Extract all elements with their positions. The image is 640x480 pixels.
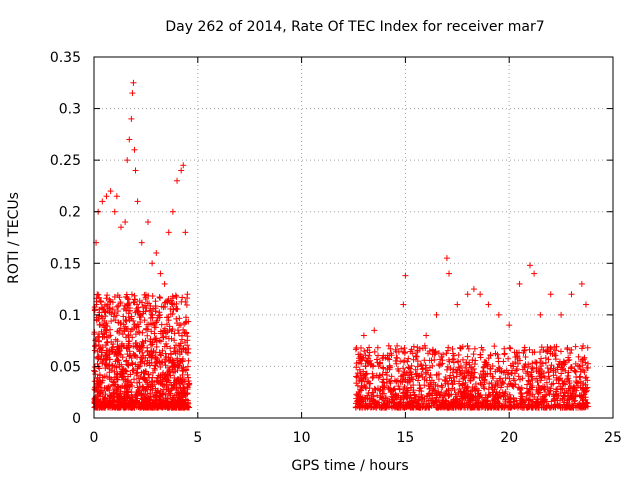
data-point [172, 292, 179, 299]
data-point [128, 313, 135, 320]
data-point [148, 328, 155, 335]
data-point [91, 347, 98, 354]
data-point [141, 360, 148, 367]
data-point [173, 315, 180, 322]
data-point [185, 374, 192, 381]
data-point [179, 294, 186, 301]
data-point [158, 321, 165, 328]
data-point [96, 294, 103, 301]
data-point [162, 350, 169, 357]
data-point [176, 351, 183, 358]
data-point [152, 335, 159, 342]
data-point [185, 357, 192, 364]
data-point [153, 338, 160, 345]
data-point [128, 291, 135, 298]
data-point [153, 317, 160, 324]
data-point [167, 305, 174, 312]
data-point [185, 318, 192, 325]
data-point [177, 343, 184, 350]
data-point [94, 354, 101, 361]
data-point [184, 371, 191, 378]
data-point [180, 376, 187, 383]
data-point [183, 314, 190, 321]
data-point [156, 294, 163, 301]
data-point [115, 357, 122, 364]
data-point [373, 356, 380, 363]
data-point [171, 337, 178, 344]
data-point [145, 371, 152, 378]
data-point [183, 302, 190, 309]
y-axis-title: ROTI / TECUs [6, 192, 22, 284]
data-point [143, 325, 150, 332]
data-point [139, 338, 146, 345]
data-point [122, 317, 129, 324]
data-point [119, 331, 126, 338]
data-point [103, 295, 110, 302]
data-point [108, 311, 115, 318]
data-point [175, 330, 182, 337]
data-point [140, 303, 147, 310]
data-point [182, 319, 189, 326]
data-point [94, 348, 101, 355]
data-point [141, 317, 148, 324]
data-point [118, 320, 125, 327]
data-point [96, 321, 103, 328]
data-point [139, 349, 146, 356]
data-point [123, 357, 130, 364]
x-axis-title: GPS time / hours [291, 458, 408, 474]
data-point [176, 315, 183, 322]
data-point [174, 327, 181, 334]
chart-title: Day 262 of 2014, Rate Of TEC Index for r… [165, 19, 544, 35]
data-point [113, 364, 120, 371]
data-point [104, 292, 111, 299]
data-point [471, 369, 478, 376]
data-point [505, 355, 512, 362]
data-point [162, 325, 169, 332]
data-point [97, 298, 104, 305]
data-point [139, 329, 146, 336]
data-point [129, 334, 136, 341]
data-point [371, 348, 378, 355]
data-point [173, 293, 180, 300]
data-points [91, 79, 591, 411]
data-point [131, 376, 138, 383]
data-point [158, 352, 165, 359]
